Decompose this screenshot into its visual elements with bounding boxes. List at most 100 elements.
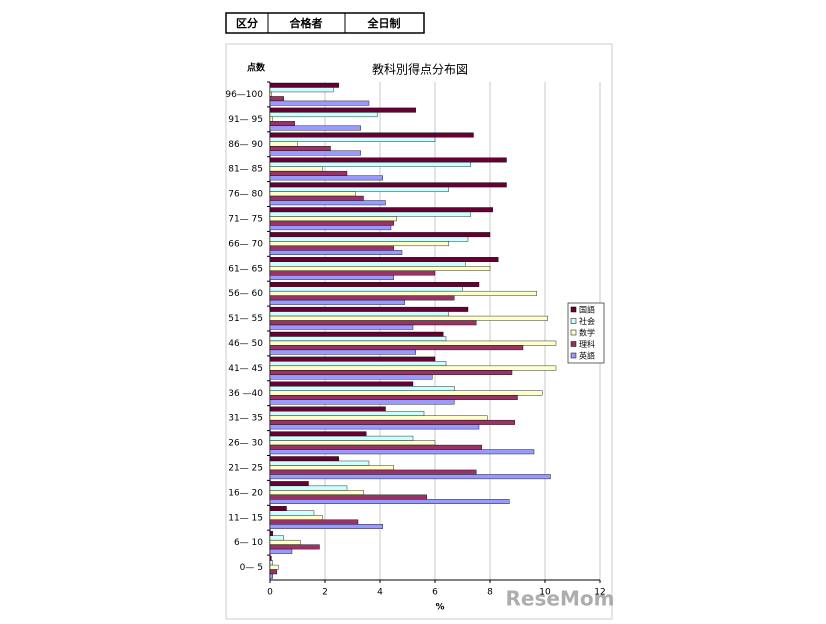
x-tick-label: 12: [594, 588, 605, 598]
bar: [269, 191, 356, 197]
bar: [269, 166, 323, 172]
bar: [269, 374, 433, 380]
x-tick-label: 2: [322, 588, 328, 598]
legend-swatch: [570, 318, 577, 324]
bar: [269, 200, 386, 206]
x-tick-label: 10: [539, 588, 551, 598]
y-tick-label: 41— 45: [228, 364, 263, 374]
bar: [269, 474, 551, 480]
bar: [269, 539, 301, 545]
y-tick-label: 96—100: [225, 90, 263, 100]
y-tick-label: 91— 95: [228, 115, 263, 125]
bar: [269, 356, 436, 362]
y-tick-label: 0— 5: [240, 563, 263, 573]
y-tick-label: 71— 75: [228, 214, 263, 224]
header-cell: 区分: [236, 16, 258, 30]
bar: [269, 406, 386, 412]
bar: [269, 175, 383, 181]
y-tick-label: 76— 80: [228, 190, 263, 200]
bar: [269, 87, 334, 93]
bar: [269, 137, 436, 142]
bar: [269, 336, 447, 342]
bar: [269, 365, 557, 371]
bar: [269, 569, 278, 575]
bar: [269, 524, 383, 529]
bar: [269, 515, 323, 520]
legend-label: 理科: [579, 339, 595, 349]
bar: [269, 146, 331, 151]
bar: [269, 490, 364, 496]
y-tick-label: 31— 35: [228, 414, 263, 424]
bar: [269, 531, 273, 536]
bar: [269, 449, 535, 455]
x-tick-label: 6: [432, 588, 438, 598]
bar: [269, 315, 548, 321]
y-tick-label: 16— 20: [228, 488, 263, 498]
legend-swatch: [570, 306, 577, 313]
bar: [269, 456, 339, 462]
bar: [269, 220, 394, 226]
bar: [269, 431, 367, 437]
bar: [269, 519, 359, 525]
bar: [269, 195, 364, 201]
bar: [269, 548, 293, 554]
legend-swatch: [570, 352, 577, 359]
x-axis-label: %: [435, 603, 444, 613]
bar: [269, 157, 507, 163]
bar: [269, 499, 510, 505]
legend-label: 英語: [579, 351, 595, 361]
bar: [269, 141, 298, 147]
x-tick-label: 0: [267, 588, 273, 598]
bar: [269, 295, 455, 301]
bar: [269, 340, 557, 346]
bar: [269, 320, 477, 326]
bar: [269, 125, 361, 131]
bar: [269, 390, 543, 396]
bar: [269, 555, 272, 561]
bar: [269, 266, 491, 271]
bar: [269, 275, 394, 280]
bar: [269, 331, 444, 337]
bar: [269, 381, 414, 387]
legend-label: 国語: [579, 305, 595, 315]
bar: [269, 121, 295, 127]
bar: [269, 444, 482, 450]
y-tick-label: 56— 60: [228, 289, 263, 299]
bar: [269, 435, 414, 441]
y-tick-label: 26— 30: [228, 439, 263, 449]
bar: [269, 535, 284, 541]
bar: [269, 170, 348, 176]
bar: [269, 324, 414, 330]
bar: [269, 311, 449, 317]
bar: [269, 386, 455, 391]
bar: [269, 91, 272, 97]
y-tick-label: 21— 25: [228, 463, 263, 473]
bar: [269, 211, 471, 217]
y-tick-label: 36 —40: [228, 389, 263, 399]
y-tick-label: 86— 90: [228, 140, 263, 150]
y-tick-label: 66— 70: [228, 239, 263, 249]
bar: [269, 270, 436, 276]
bar: [269, 250, 403, 256]
bar: [269, 82, 339, 88]
bar: [269, 112, 378, 118]
chart-title: 教科別得点分布図: [372, 62, 468, 77]
bar: [269, 186, 449, 192]
bar: [269, 96, 284, 102]
bar: [269, 150, 361, 156]
bar: [269, 182, 507, 188]
header-cell: 合格者: [290, 16, 323, 30]
y-tick-label: 61— 65: [228, 264, 263, 274]
y-tick-label: 51— 55: [228, 314, 263, 324]
legend-label: 社会: [579, 316, 595, 326]
watermark: ReseMom: [506, 587, 615, 611]
bar: [269, 395, 518, 400]
header-border: [225, 12, 425, 34]
header-table: 区分 合格者 全日制: [225, 12, 425, 34]
y-tick-label: 46— 50: [228, 339, 263, 349]
bar: [269, 410, 425, 416]
bar: [269, 399, 455, 405]
bar: [269, 306, 469, 312]
